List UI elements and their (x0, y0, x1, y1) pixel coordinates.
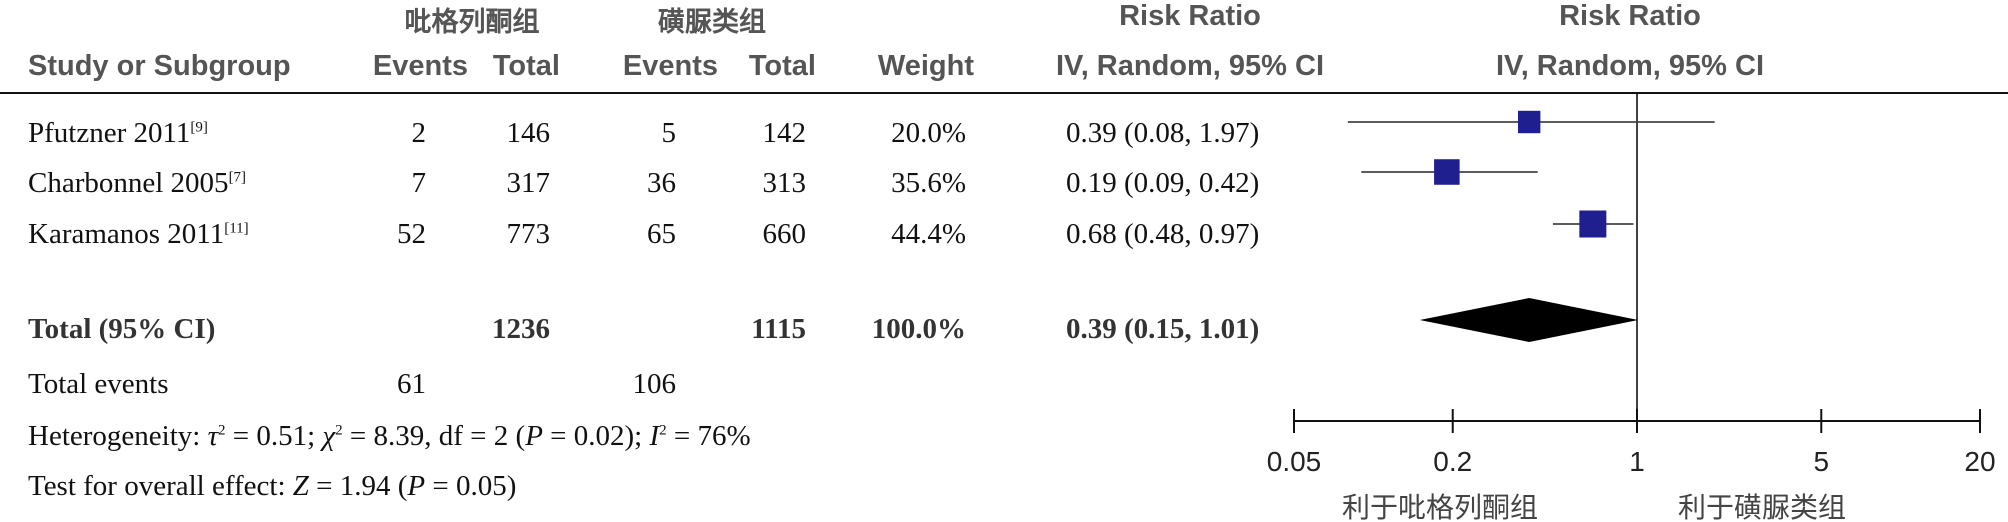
x-tick-label: 5 (1813, 446, 1830, 477)
study-column-header: Study or Subgroup (28, 50, 291, 82)
total-header-group1: Total (492, 50, 560, 82)
events-group2: 36 (647, 167, 676, 199)
events-header-group2: Events (622, 50, 718, 82)
total-group2: 142 (762, 117, 807, 149)
x-tick-label: 1 (1629, 446, 1645, 477)
events-header-group1: Events (372, 50, 468, 82)
events-group1: 7 (411, 167, 427, 199)
heterogeneity-text: Heterogeneity: τ2 = 0.51; χ2 = 8.39, df … (28, 420, 751, 452)
point-square (1434, 159, 1460, 185)
header-divider (0, 92, 2008, 94)
favours-right-label: 利于磺脲类组 (1678, 491, 1847, 522)
events-group2: 65 (647, 218, 676, 250)
overall-effect-text: Test for overall effect: Z = 1.94 (P = 0… (28, 470, 517, 502)
total-group1: 146 (506, 117, 551, 149)
group1-name: 吡格列酮组 (404, 7, 540, 38)
events-group2: 5 (661, 117, 677, 149)
total-weight: 100.0% (871, 313, 966, 345)
weight-value: 35.6% (891, 167, 966, 199)
point-square (1517, 110, 1541, 134)
ci-text: 0.19 (0.09, 0.42) (1066, 167, 1260, 199)
total-events-group2: 106 (632, 368, 677, 400)
total-events-group1: 61 (397, 368, 426, 400)
total-group2: 1115 (751, 313, 806, 345)
total-group2: 313 (762, 167, 807, 199)
total-header-group2: Total (748, 50, 816, 82)
rr-title-left: Risk Ratio (1119, 0, 1261, 32)
point-square (1579, 210, 1607, 238)
events-group1: 2 (411, 117, 427, 149)
ci-text: 0.68 (0.48, 0.97) (1066, 218, 1260, 250)
events-group1: 52 (397, 218, 426, 250)
weight-header: Weight (877, 50, 974, 82)
total-group1: 773 (506, 218, 551, 250)
total-group1: 1236 (492, 313, 550, 345)
x-tick-label: 0.2 (1433, 446, 1473, 477)
study-reference: [11] (224, 220, 249, 237)
x-tick-label: 0.05 (1266, 446, 1322, 477)
rr-method-right: IV, Random, 95% CI (1495, 50, 1765, 82)
ci-text: 0.39 (0.08, 1.97) (1066, 117, 1260, 149)
rr-method-left: IV, Random, 95% CI (1055, 50, 1325, 82)
group2-name: 磺脲类组 (658, 7, 766, 38)
total-label: Total (95% CI) (28, 313, 216, 345)
favours-left-label: 利于吡格列酮组 (1342, 491, 1539, 522)
study-name: Pfutzner 2011[9] (28, 117, 208, 149)
study-reference: [9] (190, 119, 208, 136)
x-tick-label: 20 (1964, 446, 1996, 477)
total-ci-text: 0.39 (0.15, 1.01) (1066, 313, 1260, 345)
total-group1: 317 (506, 167, 551, 199)
summary-diamond (1419, 298, 1639, 342)
rr-title-right: Risk Ratio (1559, 0, 1701, 32)
weight-value: 44.4% (891, 218, 966, 250)
total-events-label: Total events (28, 368, 169, 400)
study-name: Karamanos 2011[11] (28, 218, 249, 250)
weight-value: 20.0% (891, 117, 966, 149)
study-reference: [7] (228, 169, 247, 186)
study-name: Charbonnel 2005[7] (28, 167, 247, 199)
total-group2: 660 (762, 218, 807, 250)
